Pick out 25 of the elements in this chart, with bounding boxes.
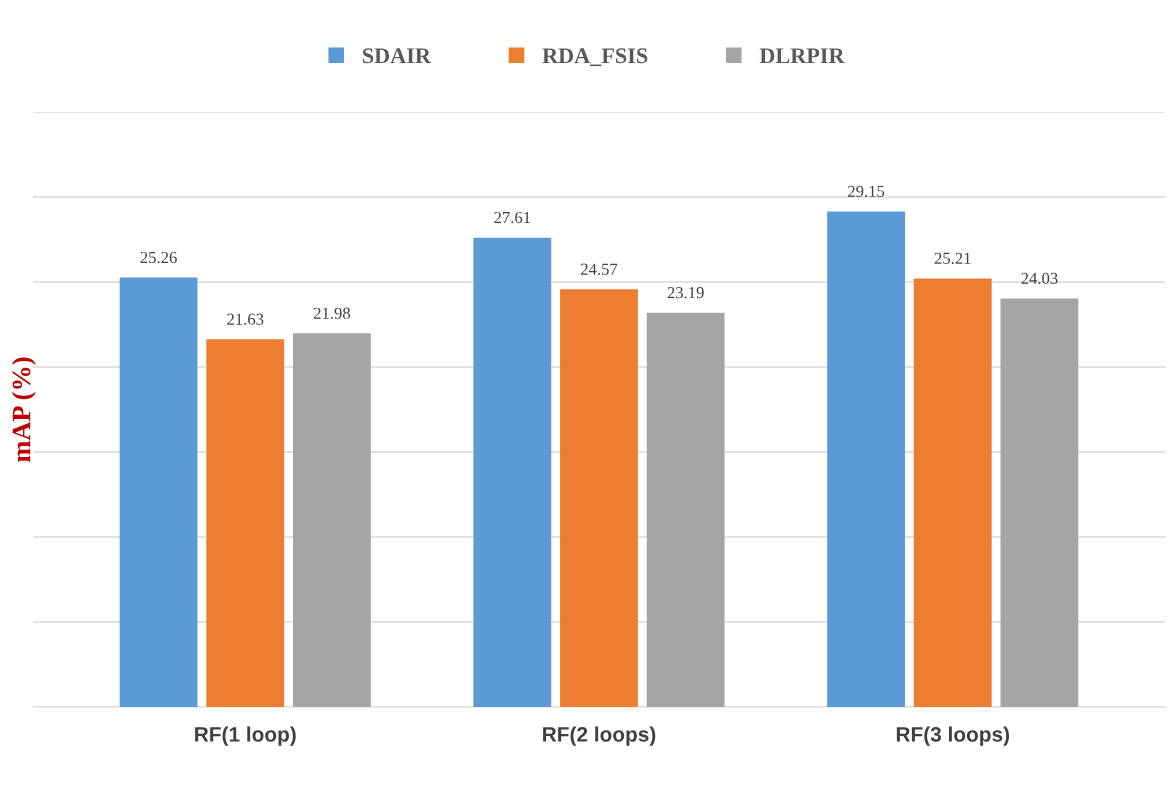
x-tick-label: RF(1 loop): [195, 726, 296, 746]
bar: [560, 289, 638, 707]
bar: [1000, 298, 1079, 707]
data-label: 21.63: [227, 313, 264, 325]
bar: [913, 278, 992, 707]
legend-label: RDA_FSIS: [542, 48, 648, 67]
data-label: 27.61: [494, 211, 531, 224]
legend-label: SDAIR: [362, 48, 432, 64]
bar: [119, 277, 198, 707]
x-tick-label: RF(2 loops): [543, 726, 656, 746]
data-label: 25.26: [140, 251, 177, 264]
x-tick-label: RF(3 loops): [896, 726, 1010, 746]
bar: [206, 339, 285, 707]
bar: [646, 312, 725, 707]
y-axis-title: mAP (%): [11, 357, 36, 462]
legend-label: DLRPIR: [759, 48, 845, 64]
data-label: 29.15: [848, 185, 885, 198]
bar: [293, 333, 371, 707]
data-label: 24.57: [580, 263, 618, 275]
bar: [473, 237, 552, 707]
data-label: 21.98: [313, 307, 351, 319]
data-label: 25.21: [934, 252, 971, 265]
data-label: 23.19: [667, 287, 704, 299]
data-label: 24.03: [1021, 272, 1058, 285]
bar: [827, 211, 905, 707]
